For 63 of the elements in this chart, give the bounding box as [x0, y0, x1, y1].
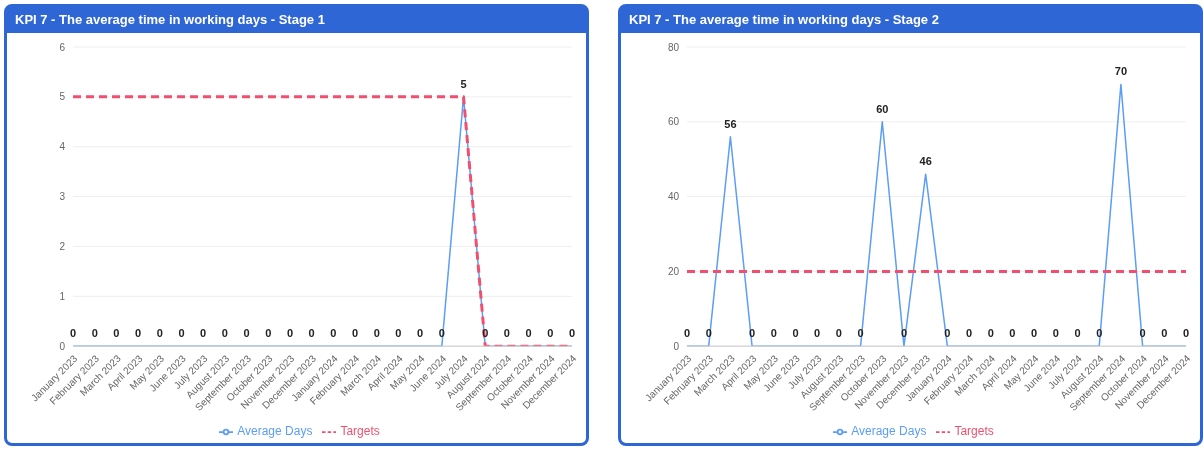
y-tick-label: 5 [59, 91, 66, 103]
data-label: 0 [178, 327, 185, 340]
data-label: 0 [221, 327, 228, 340]
y-tick-label: 4 [59, 141, 66, 153]
data-label: 0 [373, 327, 380, 340]
data-label: 0 [792, 327, 799, 340]
legend-label: Targets [340, 424, 380, 439]
chart-title: KPI 7 - The average time in working days - Stage 2 [621, 7, 1200, 33]
data-label: 0 [900, 327, 908, 340]
legend-label: Targets [954, 424, 994, 439]
data-label: 0 [944, 327, 951, 340]
data-label: 0 [547, 327, 554, 340]
data-label: 60 [876, 102, 889, 115]
y-tick-label: 20 [667, 265, 680, 277]
y-tick-label: 0 [673, 340, 680, 352]
data-label: 0 [113, 327, 120, 340]
data-label: 0 [395, 327, 402, 340]
data-label: 0 [330, 327, 337, 340]
line-series [686, 83, 1187, 347]
data-label: 0 [156, 327, 163, 340]
y-tick-label: 3 [59, 191, 66, 203]
data-label: 0 [1052, 327, 1059, 340]
data-label: 0 [286, 327, 294, 340]
data-label: 0 [814, 327, 821, 340]
data-label: 0 [770, 327, 777, 340]
data-label: 0 [683, 327, 691, 340]
data-label: 0 [835, 327, 842, 340]
data-label: 0 [1182, 327, 1190, 340]
data-label: 0 [503, 327, 510, 340]
data-label: 0 [243, 327, 250, 340]
legend-label: Average Days [237, 424, 313, 439]
y-tick-label: 6 [59, 41, 66, 53]
data-label: 0 [568, 327, 576, 340]
data-label: 0 [987, 327, 994, 340]
data-label: 0 [135, 327, 142, 340]
data-label: 0 [1161, 327, 1168, 340]
data-label: 0 [482, 327, 489, 340]
data-label: 0 [308, 327, 315, 340]
data-label: 0 [525, 327, 532, 340]
y-tick-label: 2 [59, 241, 66, 252]
y-tick-label: 80 [667, 41, 680, 53]
data-label: 0 [351, 327, 359, 340]
data-label: 46 [919, 155, 932, 168]
data-label: 0 [1074, 327, 1081, 340]
data-label: 0 [1009, 327, 1016, 340]
data-label: 0 [69, 327, 77, 340]
y-tick-label: 40 [667, 191, 680, 203]
data-label: 5 [460, 77, 467, 90]
data-label: 70 [1114, 65, 1128, 78]
y-tick-label: 60 [667, 116, 680, 128]
data-label: 0 [857, 327, 864, 340]
data-label: 0 [1139, 327, 1146, 340]
data-label: 0 [965, 327, 973, 340]
data-label: 56 [724, 117, 737, 130]
legend-label: Average Days [851, 424, 927, 439]
y-tick-label: 1 [59, 290, 66, 302]
y-tick-label: 0 [59, 340, 66, 352]
data-label: 0 [1031, 327, 1038, 340]
data-label: 0 [200, 327, 207, 340]
data-label: 0 [91, 327, 98, 340]
chart-title: KPI 7 - The average time in working days - Stage 1 [7, 7, 586, 33]
data-label: 0 [265, 327, 272, 340]
data-label: 0 [417, 327, 424, 340]
